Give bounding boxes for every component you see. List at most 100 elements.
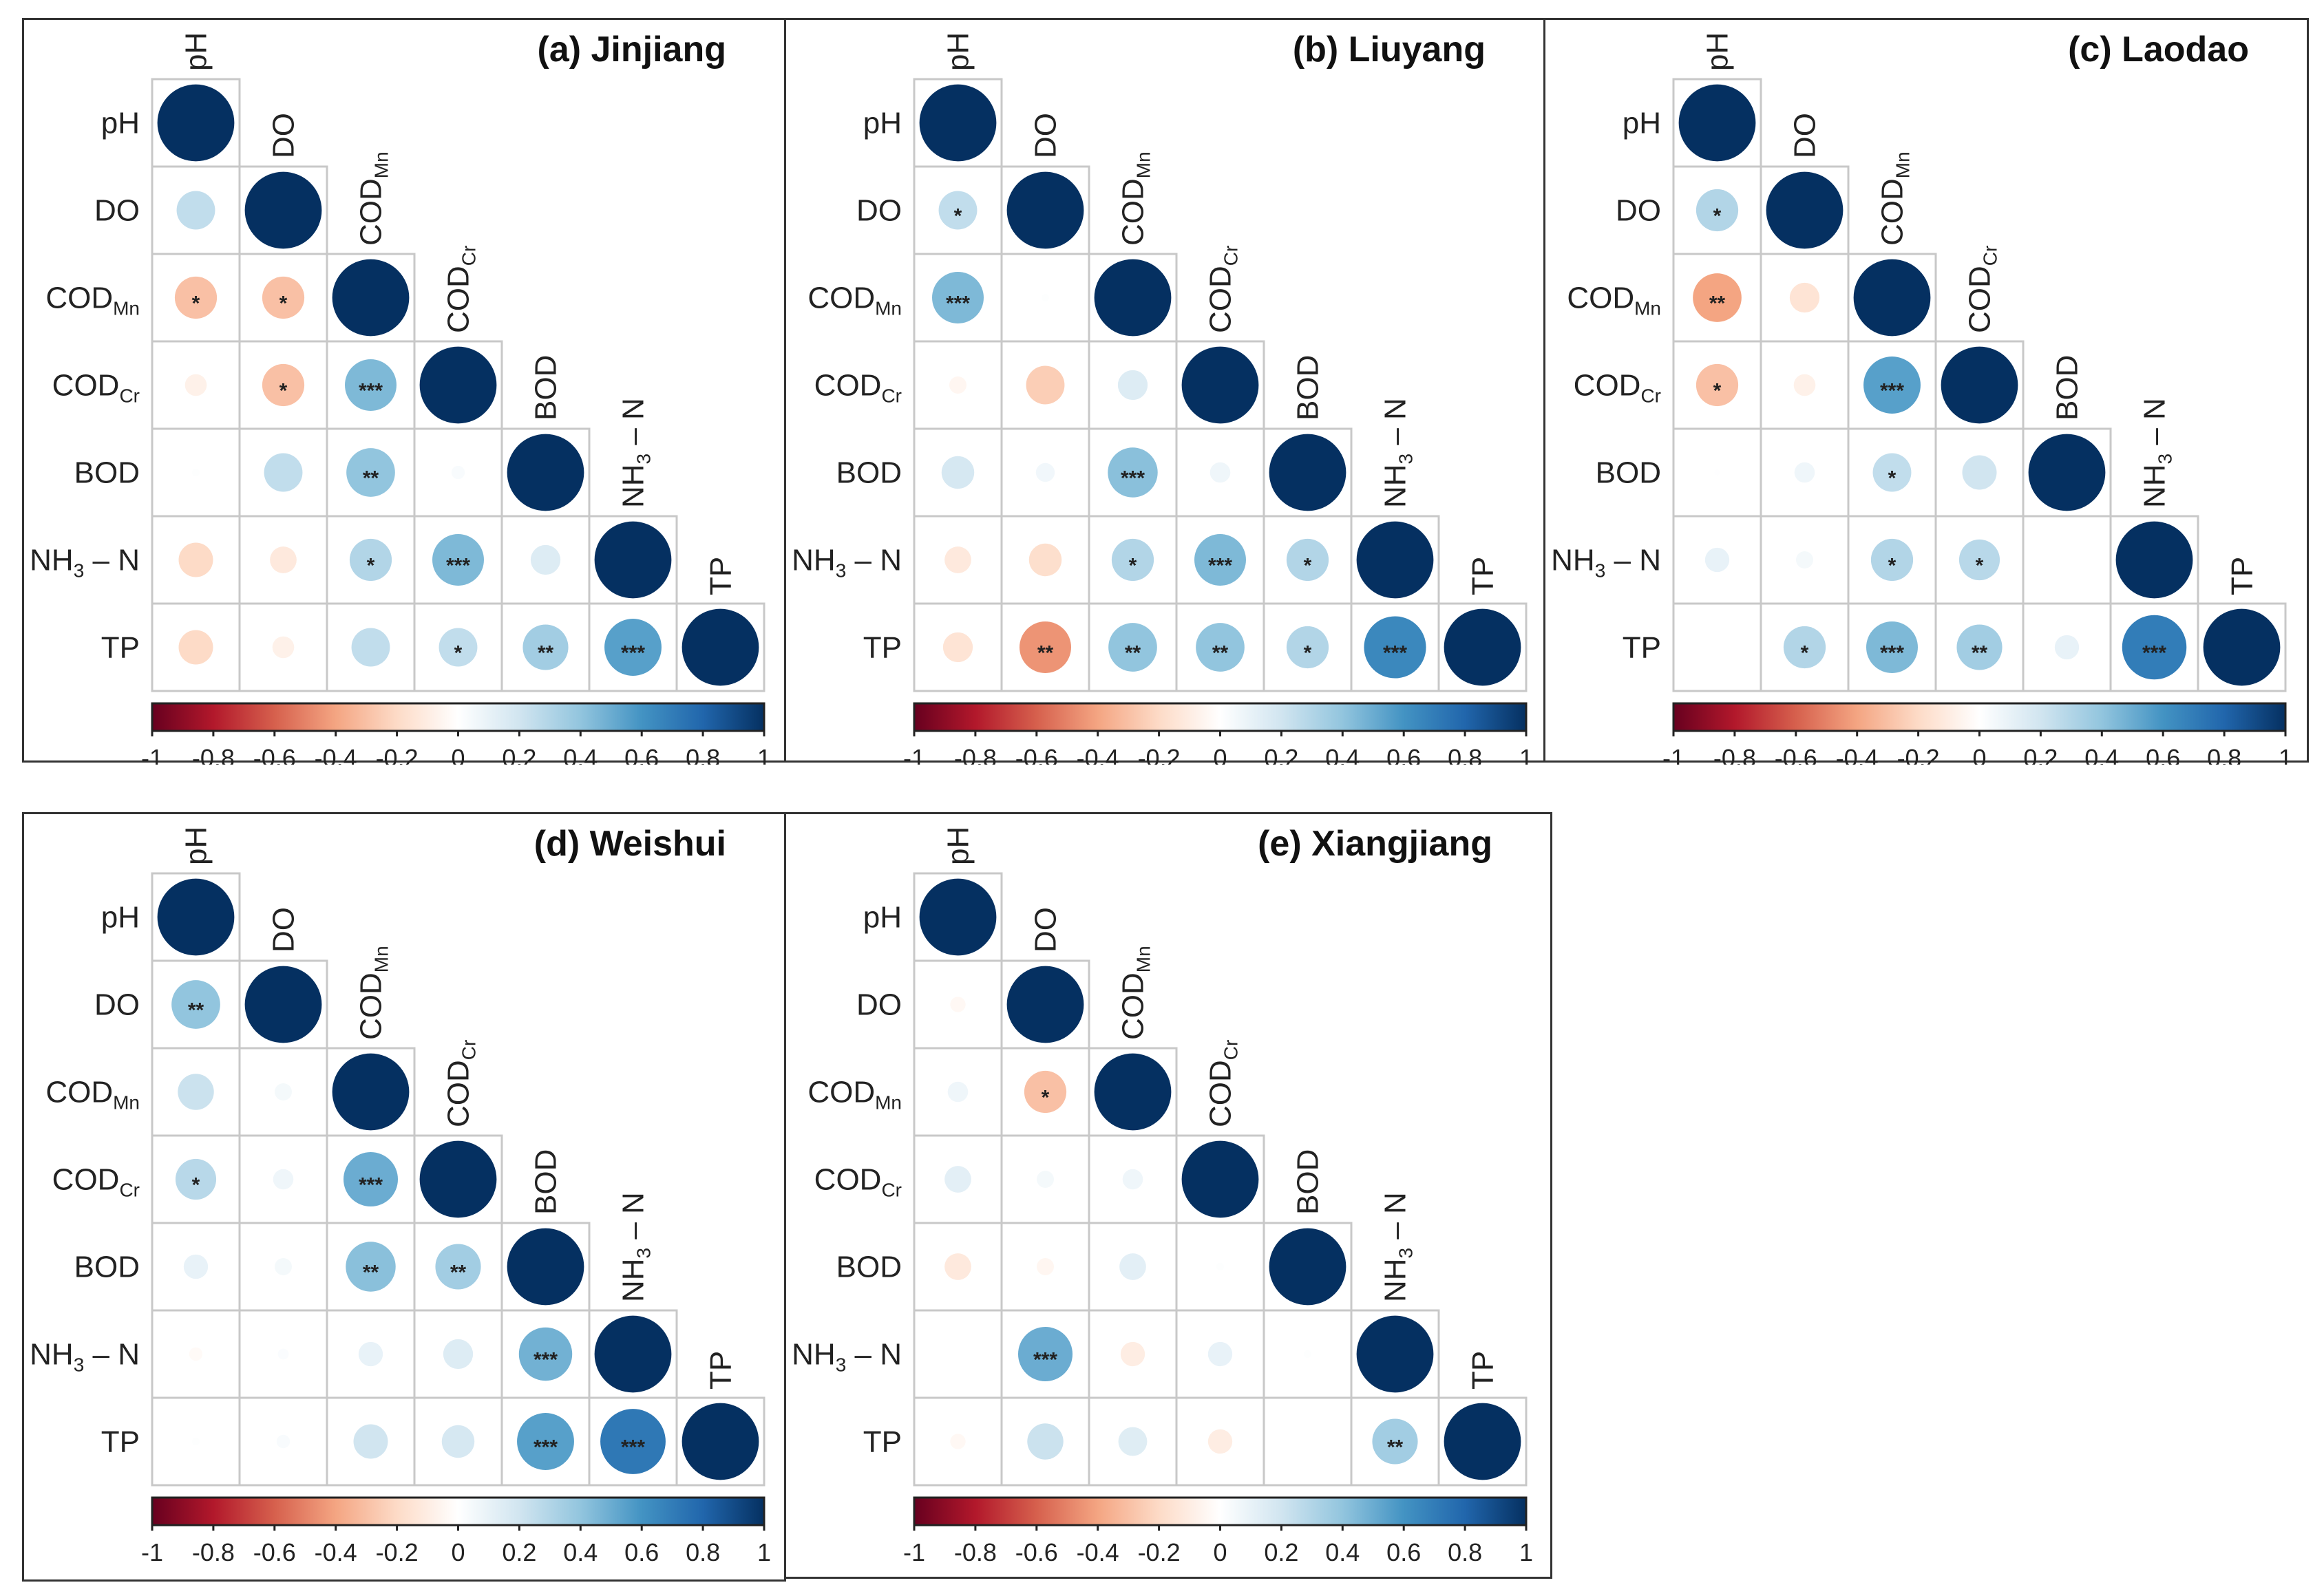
- label-suffix: – N: [1379, 1192, 1413, 1248]
- correlation-circle: [178, 1074, 214, 1110]
- correlation-circle: [1796, 551, 1813, 568]
- column-label: NH3 – N: [617, 1192, 655, 1302]
- label-main: COD: [1204, 1060, 1238, 1127]
- row-label: BOD: [74, 1251, 140, 1284]
- significance-stars: **: [363, 1262, 379, 1284]
- row-label: NH3 – N: [30, 544, 140, 582]
- correlation-circle: [1696, 363, 1739, 407]
- label-subscript: Mn: [113, 1092, 140, 1114]
- correlation-circle: [1006, 966, 1084, 1043]
- column-label: pH: [180, 827, 213, 865]
- panel-e-xiangjiang: (e) Xiangjiang * *** ** pH DO CODMn CODCr BOD NH3…: [784, 812, 1552, 1579]
- grid-cell: [2022, 515, 2112, 605]
- label-main: pH: [863, 901, 902, 935]
- correlation-circle: [1118, 1427, 1148, 1456]
- correlation-circle: [419, 346, 497, 424]
- correlation-circle: [174, 276, 218, 319]
- correlation-circle: [1444, 608, 1521, 686]
- correlation-circle: [600, 1409, 666, 1474]
- label-main: COD: [1117, 178, 1150, 246]
- correlation-circle: [919, 878, 997, 956]
- label-subscript: Mn: [1634, 298, 1661, 319]
- label-main: COD: [1963, 266, 1997, 333]
- label-main: BOD: [1596, 456, 1661, 490]
- label-main: TP: [101, 1425, 140, 1459]
- label-main: pH: [180, 32, 213, 71]
- correlation-circle: [275, 1258, 292, 1275]
- colorbar-tick-label: 0.8: [686, 1538, 720, 1566]
- correlation-circle: [1119, 1253, 1146, 1280]
- column-label: TP: [704, 557, 738, 595]
- label-main: BOD: [74, 456, 140, 490]
- row-label: pH: [863, 107, 902, 140]
- column-label: NH3 – N: [2138, 398, 2176, 508]
- correlation-circle: [244, 171, 322, 249]
- label-subscript: Cr: [881, 385, 902, 407]
- label-subscript: 3: [1595, 560, 1606, 582]
- significance-stars: *: [367, 555, 375, 577]
- correlation-circle: [175, 1158, 217, 1200]
- correlation-circle: [1108, 623, 1157, 672]
- panel-title: (c) Laodao: [2068, 30, 2249, 70]
- label-main: COD: [1574, 369, 1641, 403]
- correlation-circle: [1866, 621, 1918, 673]
- correlation-circle: [443, 1339, 474, 1370]
- correlation-circle: [1035, 462, 1055, 482]
- label-subscript: Mn: [1133, 151, 1154, 178]
- panel-a-jinjiang: (a) Jinjiang * * * *** ** * *** * ** *** pH DO CODMn C…: [22, 18, 786, 765]
- correlation-circle: [276, 1434, 290, 1449]
- label-main: COD: [1876, 178, 1910, 246]
- significance-stars: *: [454, 642, 463, 665]
- significance-stars: *: [1713, 380, 1722, 403]
- correlation-circle: [1286, 538, 1329, 582]
- row-label: pH: [101, 107, 140, 140]
- label-main: DO: [1788, 113, 1822, 158]
- corrplot-svg: (c) Laodao**** ***** ** *** ** ***pHDOCODMnCO…: [1551, 30, 2292, 765]
- row-label: NH3 – N: [792, 544, 902, 582]
- row-label: NH3 – N: [30, 1338, 140, 1376]
- colorbar-tick-label: -0.8: [192, 1538, 235, 1566]
- colorbar-tick-label: -0.2: [1897, 744, 1940, 765]
- colorbar-tick-label: 0.8: [1448, 1538, 1482, 1566]
- correlation-circle: [1364, 616, 1426, 679]
- colorbar-tick-label: -0.4: [315, 1538, 357, 1566]
- correlation-circle: [2028, 434, 2106, 511]
- column-label: CODMn: [1876, 151, 1914, 246]
- colorbar-tick-label: -0.8: [192, 744, 235, 765]
- correlation-circle: [522, 624, 569, 670]
- significance-stars: *: [1304, 642, 1312, 665]
- correlation-circle: [1962, 455, 1997, 490]
- significance-stars: *: [1129, 555, 1137, 577]
- row-label: BOD: [836, 456, 902, 490]
- row-label: NH3 – N: [1551, 544, 1661, 582]
- label-main: BOD: [74, 1251, 140, 1284]
- panel-c-laodao: (c) Laodao * ** * *** * * * * *** ** *** pH DO CODMn CO…: [1543, 18, 2309, 765]
- correlation-circle: [1872, 453, 1912, 492]
- correlation-circle: [262, 276, 305, 319]
- correlation-circle: [358, 1341, 383, 1367]
- correlation-circle: [944, 1253, 971, 1280]
- column-label: BOD: [529, 1149, 563, 1215]
- label-main: COD: [807, 1076, 875, 1109]
- correlation-circle: [919, 84, 997, 162]
- row-label: CODMn: [45, 281, 140, 319]
- column-label: CODCr: [442, 246, 480, 333]
- correlation-circle: [189, 1347, 203, 1361]
- label-subscript: Cr: [119, 1180, 140, 1201]
- label-subscript: 3: [633, 1248, 655, 1259]
- label-main: DO: [856, 988, 902, 1022]
- correlation-circle: [1216, 1262, 1225, 1271]
- label-subscript: Mn: [371, 151, 392, 178]
- significance-stars: *: [192, 292, 200, 315]
- correlation-circle: [1863, 357, 1921, 414]
- colorbar-tick-label: -0.4: [1077, 1538, 1119, 1566]
- label-suffix: – N: [84, 1338, 140, 1372]
- column-label: BOD: [2051, 355, 2084, 421]
- correlation-circle: [1028, 543, 1062, 577]
- row-label: CODCr: [1574, 369, 1661, 407]
- label-subscript: 3: [1395, 1248, 1417, 1259]
- correlation-circle: [1714, 469, 1720, 476]
- label-suffix: – N: [846, 544, 902, 577]
- colorbar-tick-label: -0.4: [315, 744, 357, 765]
- label-subscript: 3: [1395, 454, 1417, 465]
